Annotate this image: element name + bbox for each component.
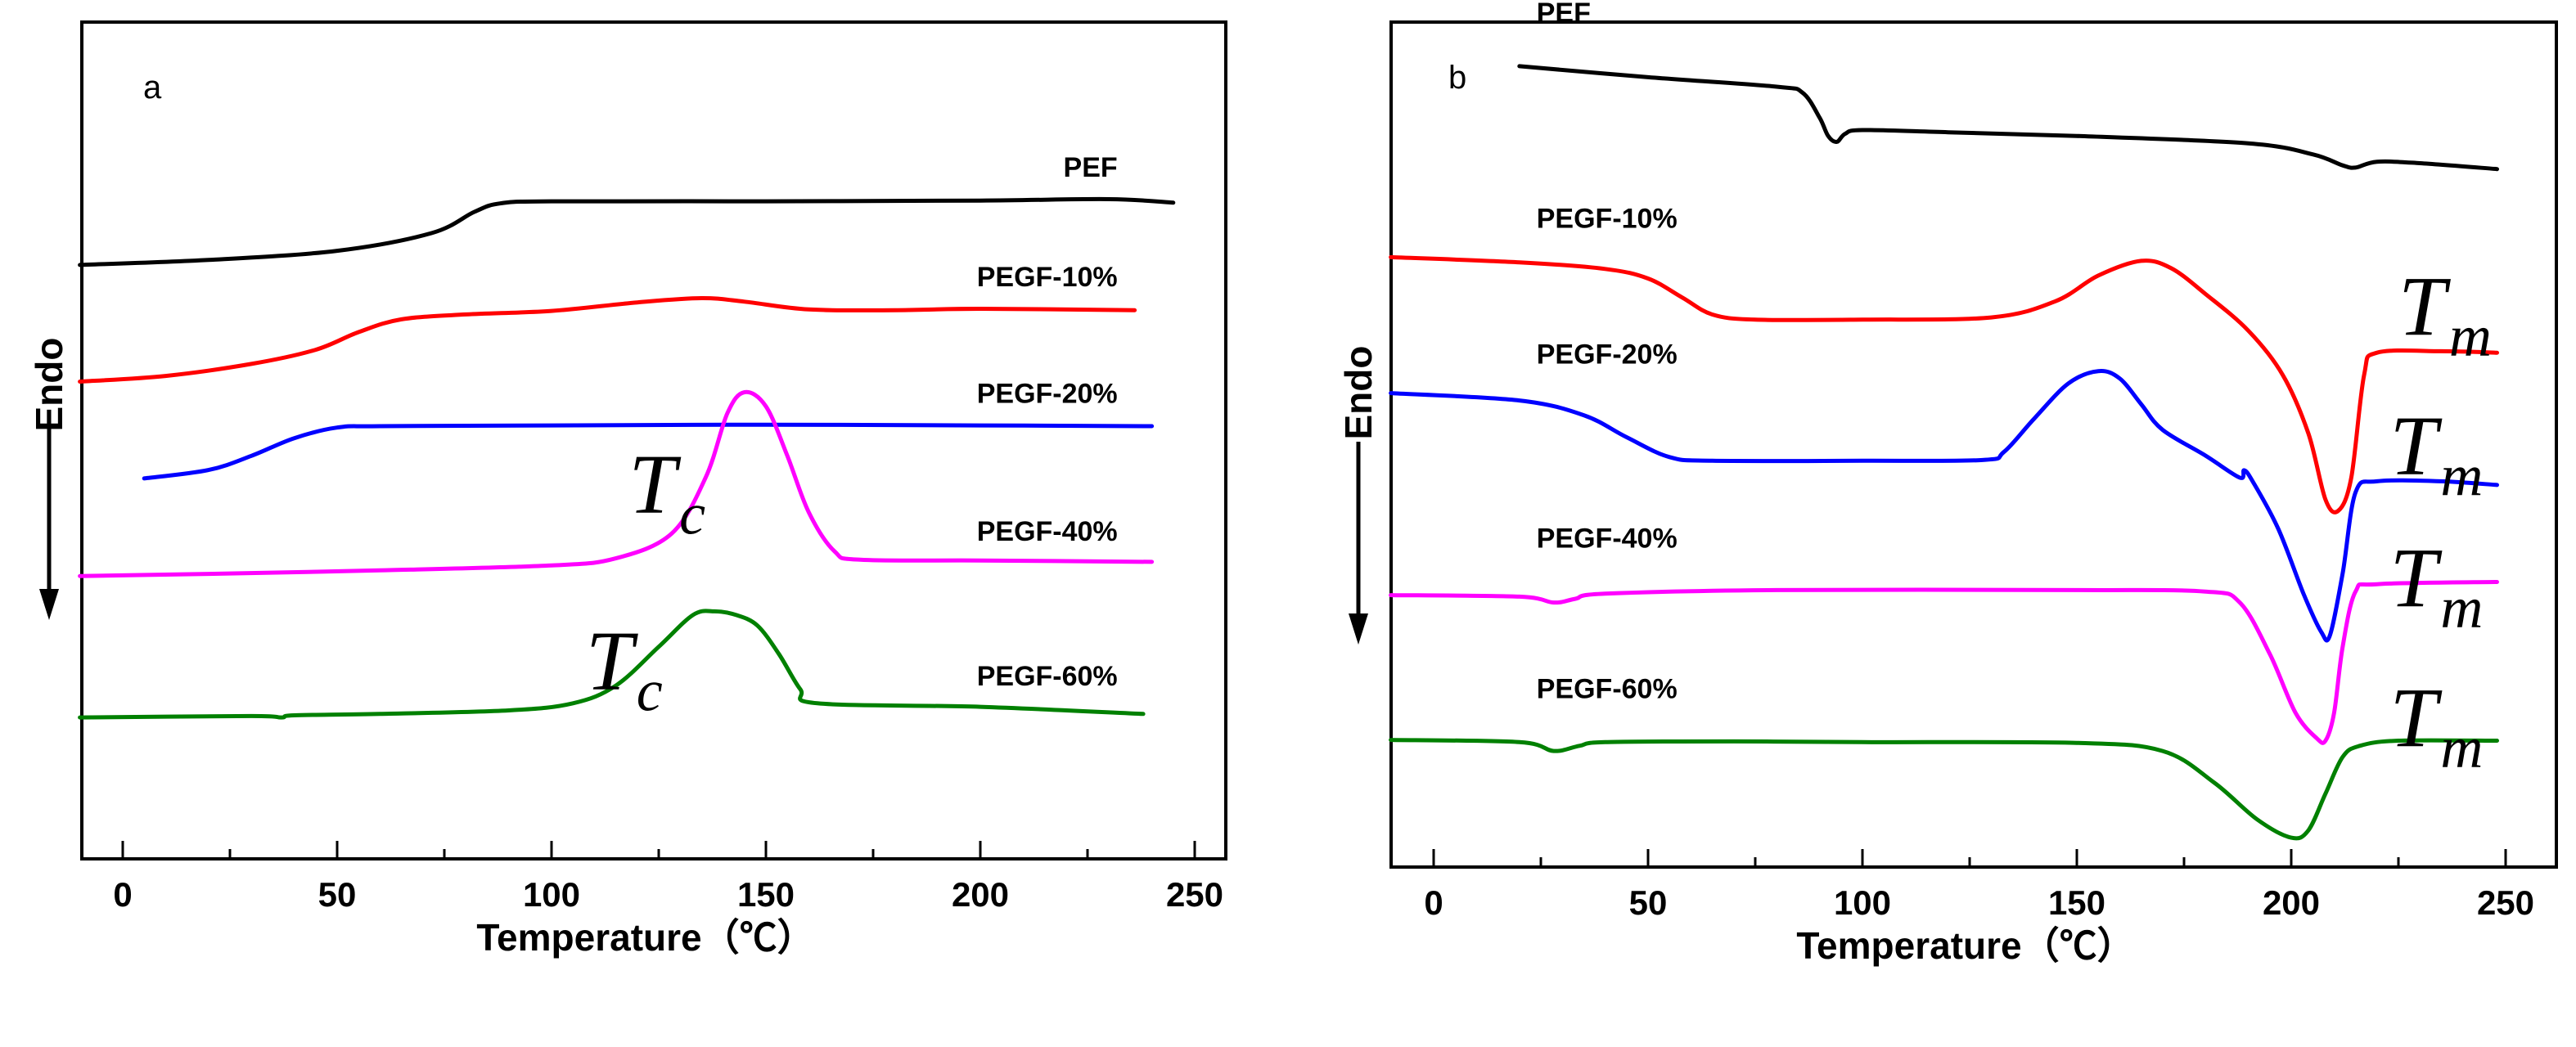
plot-frame — [1389, 20, 2558, 869]
curve-pegf-40- — [1389, 580, 2499, 745]
curve-pegf-10- — [78, 295, 1137, 384]
curve-pegf-60- — [1389, 738, 2499, 841]
series-label: PEGF-10% — [1537, 204, 1678, 235]
annotation-tc: Tc — [628, 437, 705, 546]
x-tick-label: 250 — [2477, 883, 2534, 922]
series-label: PEGF-40% — [977, 516, 1118, 547]
series-label: PEF — [1064, 152, 1118, 183]
x-tick-label: 100 — [1834, 883, 1891, 922]
y-axis-label: Endo — [28, 338, 70, 432]
series-label: PEGF-10% — [977, 262, 1118, 293]
panel-letter: a — [143, 70, 162, 106]
series-label: PEGF-20% — [977, 378, 1118, 409]
x-tick-label: 100 — [523, 875, 580, 914]
curve-pegf-60- — [78, 609, 1146, 720]
curve-pef — [1517, 64, 2499, 172]
endo-arrow-head — [1349, 613, 1368, 645]
annotation-tm: Tm — [2398, 259, 2492, 369]
series-label: PEF — [1537, 0, 1591, 29]
panel-letter: b — [1448, 60, 1466, 96]
endo-arrow-head — [39, 589, 59, 620]
annotation-tm: Tm — [2390, 398, 2484, 508]
x-tick-label: 200 — [952, 875, 1009, 914]
plot-frame — [80, 20, 1227, 861]
curve-pegf-40- — [78, 389, 1155, 578]
annotation-tm: Tm — [2390, 531, 2484, 640]
series-label: PEGF-60% — [977, 661, 1118, 692]
series-label: PEGF-60% — [1537, 673, 1678, 704]
curve-pegf-20- — [142, 422, 1155, 481]
annotation-tm: Tm — [2390, 671, 2484, 780]
series-label: PEGF-40% — [1537, 523, 1678, 554]
x-tick-label: 0 — [1424, 883, 1443, 922]
x-axis-label: Temperature（℃） — [1796, 924, 2134, 967]
curve-pegf-10- — [1389, 254, 2499, 515]
x-tick-label: 200 — [2263, 883, 2320, 922]
x-tick-label: 150 — [737, 875, 795, 914]
panel-b: 0 50 100 150 200 250 Temperature（℃） Endo b PEF PEG… — [1337, 0, 2558, 967]
x-tick-label: 250 — [1166, 875, 1223, 914]
x-tick-label: 50 — [1629, 883, 1668, 922]
x-tick-label: 50 — [318, 875, 357, 914]
curve-pegf-20- — [1389, 368, 2499, 643]
annotation-tc: Tc — [586, 614, 663, 724]
series-label: PEGF-20% — [1537, 339, 1678, 371]
curve-pef — [78, 196, 1176, 267]
y-axis-label: Endo — [1337, 346, 1380, 440]
x-tick-label: 0 — [113, 875, 132, 914]
panel-a: 0 50 100 150 200 250 Temperature（℃） Endo a PEF PEG… — [28, 20, 1227, 959]
x-tick-label: 150 — [2048, 883, 2105, 922]
x-axis-label: Temperature（℃） — [476, 916, 814, 959]
